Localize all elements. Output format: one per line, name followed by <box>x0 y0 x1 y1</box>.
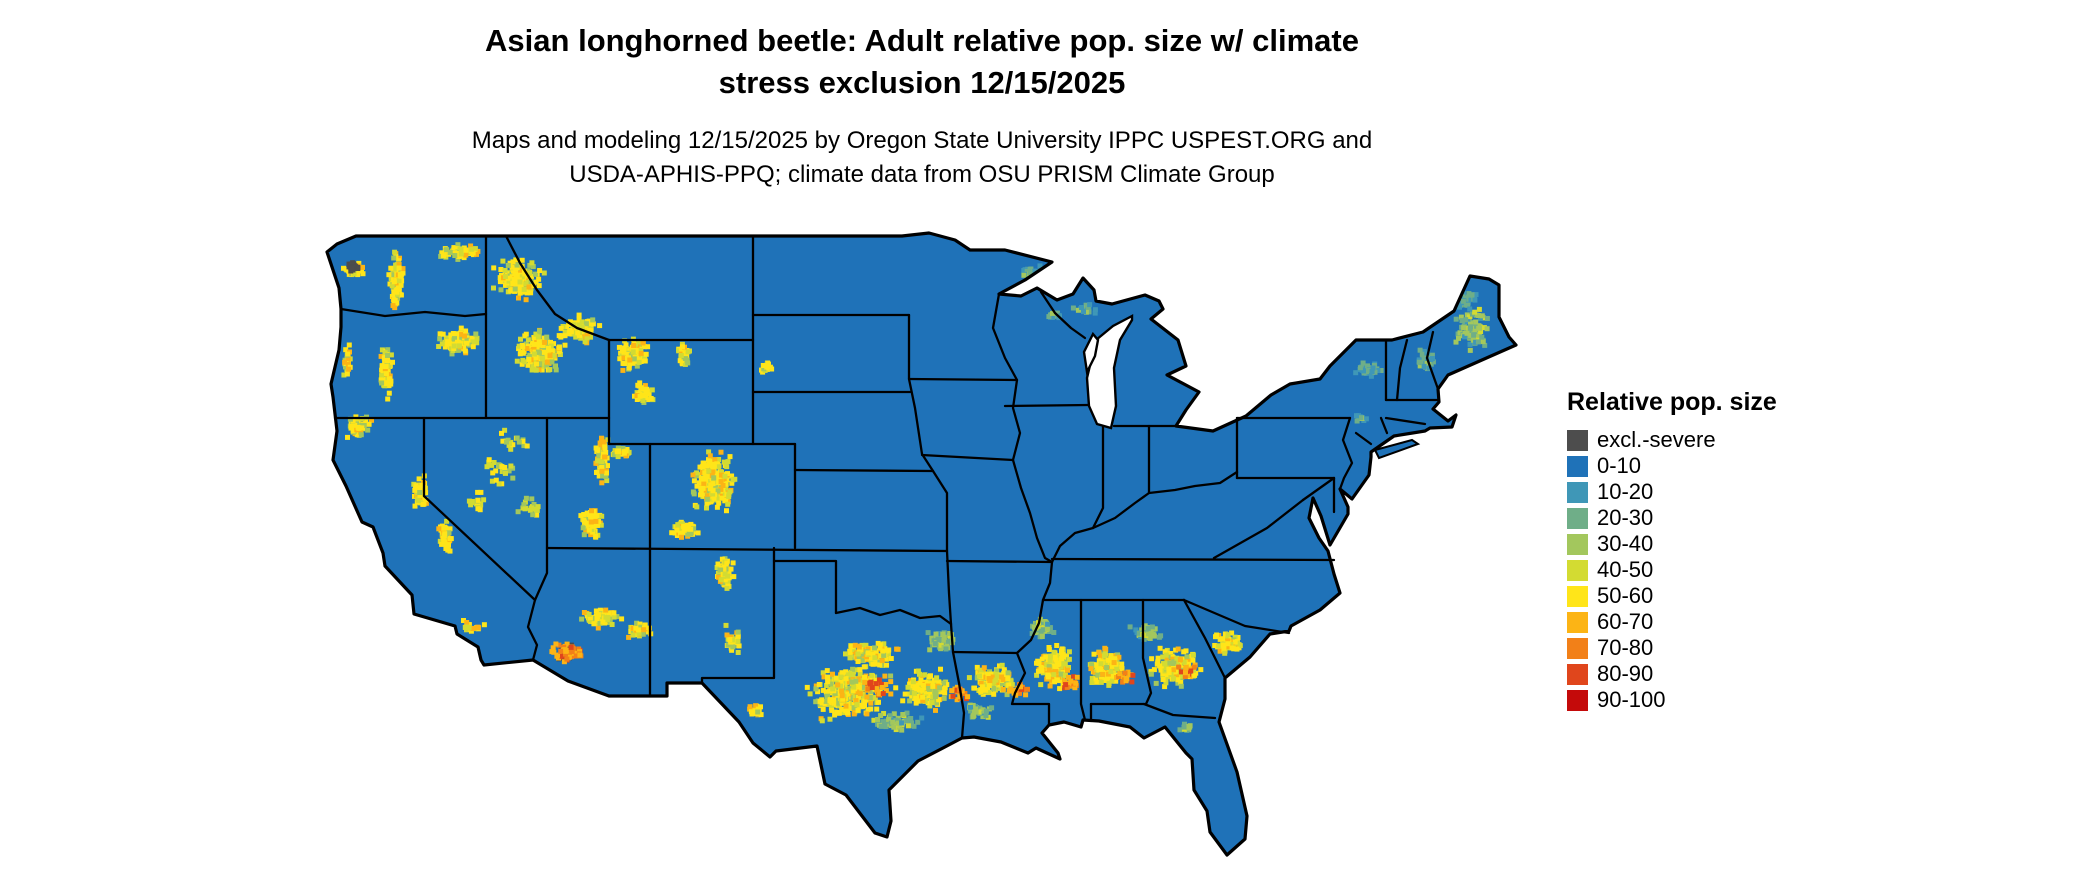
legend-swatch <box>1567 429 1588 451</box>
map-legend: Relative pop. size excl.-severe 0-10 10-20… <box>1567 388 1777 713</box>
subtitle-line-2: USDA-APHIS-PPQ; climate data from OSU PR… <box>569 161 1275 188</box>
legend-swatch <box>1567 585 1588 607</box>
great-lake <box>1082 331 1100 376</box>
legend-items: excl.-severe 0-10 10-20 20-30 30-40 40-50 50-6… <box>1567 427 1777 713</box>
us-population-map <box>325 231 1518 857</box>
legend-swatch <box>1567 533 1588 555</box>
legend-label: 20-30 <box>1597 505 1654 530</box>
legend-label: 50-60 <box>1597 583 1654 608</box>
legend-swatch <box>1567 507 1588 529</box>
state-borders <box>333 234 1441 740</box>
long-island <box>1373 438 1421 460</box>
legend-swatch <box>1567 481 1588 503</box>
title-line-2: stress exclusion 12/15/2025 <box>718 65 1126 100</box>
legend-swatch <box>1567 689 1588 711</box>
legend-item: 0-10 <box>1567 453 1777 479</box>
legend-item: 60-70 <box>1567 609 1777 635</box>
legend-swatch <box>1567 663 1588 685</box>
legend-label: excl.-severe <box>1597 427 1716 452</box>
subtitle-line-1: Maps and modeling 12/15/2025 by Oregon S… <box>471 127 1373 154</box>
legend-swatch <box>1567 455 1588 477</box>
legend-item: 70-80 <box>1567 635 1777 661</box>
page-title: Asian longhorned beetle: Adult relative … <box>322 20 1522 104</box>
legend-item: 10-20 <box>1567 479 1777 505</box>
legend-item: 40-50 <box>1567 557 1777 583</box>
legend-item: excl.-severe <box>1567 427 1777 453</box>
legend-item: 30-40 <box>1567 531 1777 557</box>
us-landmass-base <box>327 233 1516 855</box>
legend-label: 80-90 <box>1597 661 1654 686</box>
legend-swatch <box>1567 611 1588 633</box>
legend-item: 20-30 <box>1567 505 1777 531</box>
legend-item: 80-90 <box>1567 661 1777 687</box>
legend-label: 0-10 <box>1597 453 1642 478</box>
legend-label: 60-70 <box>1597 609 1654 634</box>
legend-label: 30-40 <box>1597 531 1654 556</box>
legend-title: Relative pop. size <box>1567 388 1777 416</box>
legend-swatch <box>1567 637 1588 659</box>
legend-item: 50-60 <box>1567 583 1777 609</box>
page-subtitle: Maps and modeling 12/15/2025 by Oregon S… <box>322 124 1522 192</box>
us-outline <box>325 231 1518 857</box>
legend-label: 40-50 <box>1597 557 1654 582</box>
legend-label: 90-100 <box>1597 687 1666 712</box>
legend-swatch <box>1567 559 1588 581</box>
legend-label: 70-80 <box>1597 635 1654 660</box>
legend-label: 10-20 <box>1597 479 1654 504</box>
legend-item: 90-100 <box>1567 687 1777 713</box>
title-line-1: Asian longhorned beetle: Adult relative … <box>485 23 1359 58</box>
